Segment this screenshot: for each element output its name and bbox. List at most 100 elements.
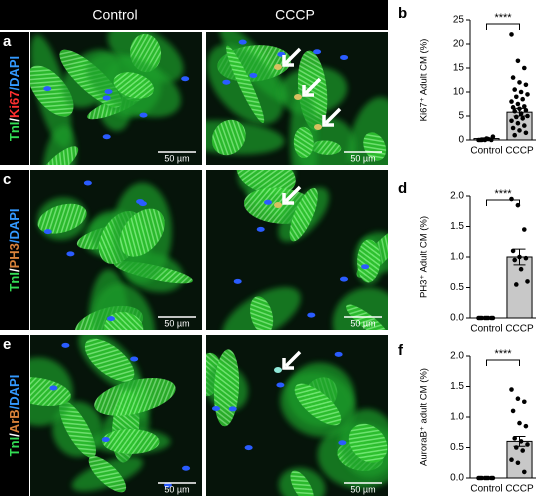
stain-label: TnI/PH3/DAPI [7, 208, 22, 291]
arrow [282, 350, 302, 370]
cell [294, 383, 342, 426]
y-tick-label: 1.0 [450, 412, 464, 423]
data-point [479, 315, 485, 321]
nucleus [102, 95, 111, 101]
nucleus [212, 406, 221, 412]
data-point [520, 116, 525, 121]
cell [30, 377, 71, 407]
panel-label: b [398, 5, 407, 22]
data-point [522, 469, 527, 475]
data-point [517, 420, 522, 426]
significance-label: **** [494, 188, 512, 200]
cell [40, 146, 79, 165]
data-point [522, 104, 527, 109]
stain-part: PH3 [7, 243, 22, 268]
cell [293, 126, 314, 159]
nucleus [307, 312, 316, 318]
data-point [512, 257, 517, 263]
micrograph: 50 µm [30, 32, 202, 165]
stain-part: / [7, 268, 22, 272]
data-point [520, 96, 525, 102]
data-point [523, 423, 529, 429]
stain-part: /DAPI [7, 375, 22, 410]
scale-bar-label: 50 µm [350, 318, 375, 328]
data-point [512, 108, 517, 114]
y-tick-label: 10 [453, 87, 465, 98]
data-point [525, 279, 530, 284]
data-point [518, 266, 524, 272]
nucleus [104, 89, 113, 95]
data-point [512, 132, 517, 138]
panel-label: a [3, 33, 12, 50]
data-point [518, 439, 524, 444]
nucleus [244, 445, 253, 451]
cell [363, 132, 387, 161]
nucleus [101, 437, 110, 443]
data-point [509, 457, 514, 463]
nucleus [43, 229, 52, 235]
cell [348, 423, 388, 463]
nucleus [222, 79, 231, 85]
data-point [523, 130, 529, 136]
data-point [525, 92, 530, 97]
data-point [510, 248, 516, 254]
nucleus [228, 406, 237, 412]
micrograph: 50 µm [30, 170, 202, 330]
panel-label: d [398, 180, 407, 197]
data-point [514, 282, 519, 287]
column-header: CCCP [275, 7, 315, 23]
nucleus [263, 199, 272, 205]
y-tick-label: 1.5 [450, 221, 464, 232]
y-tick-label: 25 [453, 15, 465, 26]
scale-bar-label: 50 µm [350, 484, 375, 494]
cell [211, 119, 246, 156]
data-point [512, 87, 517, 92]
micrograph-content: 50 µm [206, 32, 388, 165]
stain-label: TnI/ArB/DAPI [7, 375, 22, 457]
stain-part: TnI [7, 437, 22, 457]
nucleus [106, 316, 115, 322]
data-point [510, 408, 516, 414]
data-point [517, 80, 522, 85]
micrograph: 50 µm [206, 335, 388, 496]
micrograph-content: 50 µm [206, 170, 388, 330]
scale-bar-label: 50 µm [164, 318, 189, 328]
micrograph-content: 50 µm [30, 170, 202, 330]
column-header: Control [92, 7, 137, 23]
cell [236, 170, 296, 195]
data-point [522, 123, 527, 128]
data-point [522, 227, 527, 232]
nucleus [340, 54, 349, 60]
y-tick-label: 0.0 [450, 473, 464, 484]
data-point [523, 82, 529, 88]
cell [119, 208, 165, 257]
arrow [302, 77, 322, 97]
data-point [522, 399, 527, 405]
data-point [509, 118, 514, 124]
nucleus [361, 264, 370, 270]
data-point [479, 475, 485, 481]
data-point [518, 111, 524, 116]
data-point [510, 105, 516, 110]
y-tick-label: 0.5 [450, 282, 464, 293]
nucleus [276, 382, 285, 388]
data-point [517, 128, 522, 133]
cell [94, 378, 176, 416]
cell [88, 455, 127, 493]
data-point [509, 387, 514, 392]
scale-bar-label: 50 µm [350, 153, 375, 163]
marked-nucleus [294, 94, 302, 100]
nucleus [83, 180, 92, 186]
cell [102, 428, 160, 454]
nucleus [313, 49, 322, 55]
x-tick-label: CCCP [505, 146, 534, 157]
data-point [523, 107, 529, 113]
cell [59, 400, 96, 458]
data-point [518, 89, 524, 95]
nucleus [338, 440, 347, 446]
micrograph-content: 50 µm [30, 335, 202, 496]
y-axis-label: Ki67⁺ Adult CM (%) [419, 39, 430, 122]
stain-part: /DAPI [7, 208, 22, 243]
data-point [515, 58, 521, 64]
